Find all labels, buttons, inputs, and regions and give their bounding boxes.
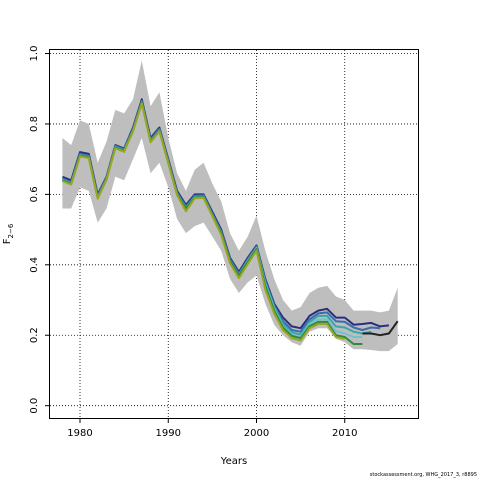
x-tick-label: 2010 bbox=[332, 428, 357, 439]
series-lines bbox=[62, 98, 399, 345]
footer-credit: stockassessment.org, WHG_2017_3, r8895 bbox=[369, 472, 477, 478]
plot-frame bbox=[49, 49, 419, 419]
y-tick-label: 0.4 bbox=[29, 257, 40, 273]
x-axis-title: Years bbox=[220, 456, 247, 467]
x-tick-label: 2000 bbox=[244, 428, 269, 439]
grid bbox=[50, 50, 418, 418]
y-tick-label: 0.6 bbox=[29, 186, 40, 202]
y-axis-title: F2−6 bbox=[2, 223, 15, 244]
x-tick-label: 1980 bbox=[67, 428, 92, 439]
y-tick-label: 0.0 bbox=[29, 398, 40, 414]
y-axis-title-subscript: 2−6 bbox=[7, 223, 15, 238]
x-tick-label: 1990 bbox=[156, 428, 181, 439]
series-line-6 bbox=[62, 102, 345, 342]
confidence-band-area bbox=[62, 60, 398, 352]
series-line-7 bbox=[362, 320, 399, 337]
confidence-band bbox=[62, 60, 398, 352]
y-axis-title-main: F bbox=[2, 238, 13, 244]
y-tick-label: 0.2 bbox=[29, 327, 40, 343]
x-axis: 1980 1990 2000 2010 bbox=[67, 418, 357, 439]
y-tick-label: 1.0 bbox=[29, 46, 40, 62]
y-tick-label: 0.8 bbox=[29, 116, 40, 132]
y-axis: 0.0 0.2 0.4 0.6 0.8 1.0 bbox=[29, 46, 50, 414]
